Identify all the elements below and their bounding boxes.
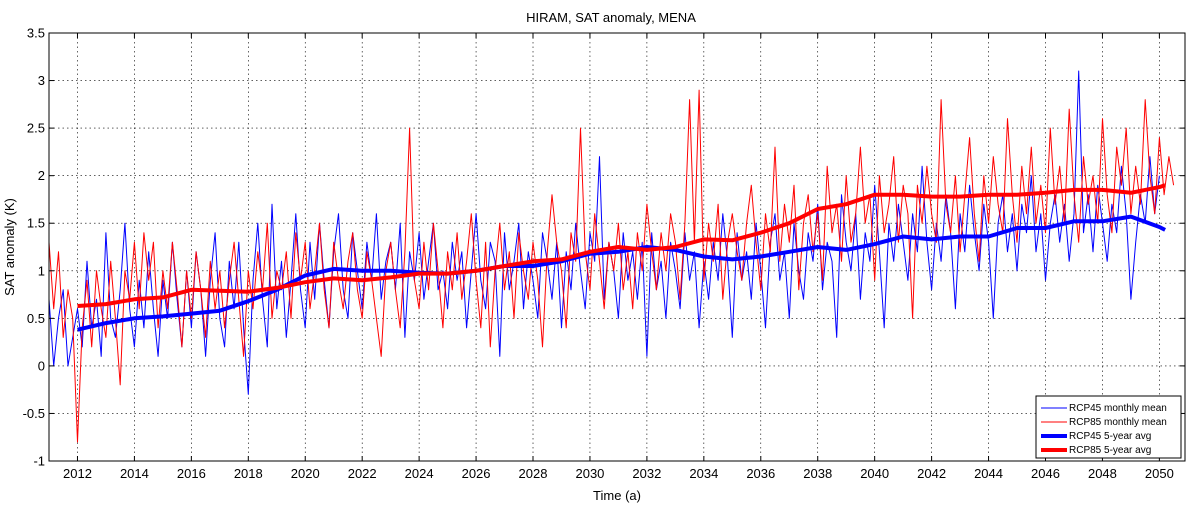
x-tick-label: 2024 [405,466,434,481]
x-tick-label: 2014 [120,466,149,481]
x-tick-label: 2028 [519,466,548,481]
plot-area: 2012 2014 2016 2018 2020 2022 2024 2026 2028 2030… [23,26,1186,481]
x-tick-label: 2022 [348,466,377,481]
x-tick-label: 2034 [689,466,718,481]
x-tick-label: 2042 [917,466,946,481]
x-tick-label: 2026 [462,466,491,481]
y-tick-label: 2 [38,168,45,183]
series-layer [49,70,1175,443]
x-tick-label: 2048 [1088,466,1117,481]
legend-label-rcp85-avg: RCP85 5-year avg [1069,445,1151,456]
x-tick-label: 2050 [1145,466,1174,481]
chart-title: HIRAM, SAT anomaly, MENA [526,10,696,25]
y-axis-label: SAT anomaly (K) [2,198,17,296]
legend-label-rcp45-avg: RCP45 5-year avg [1069,431,1151,442]
x-tick-label: 2012 [63,466,92,481]
x-axis-label: Time (a) [593,488,641,503]
y-tick-label: -0.5 [23,406,45,421]
rcp45-monthly-line [49,70,1160,395]
legend-label-rcp85-monthly: RCP85 monthly mean [1069,417,1167,428]
x-tick-label: 2044 [974,466,1003,481]
x-tick-label: 2018 [234,466,263,481]
x-tick-label: 2046 [1031,466,1060,481]
ticks: 2012 2014 2016 2018 2020 2022 2024 2026 2028 2030… [23,26,1185,481]
y-tick-label: 1.5 [27,216,45,231]
y-tick-label: 3 [38,73,45,88]
y-tick-label: -1 [33,454,45,469]
x-tick-label: 2038 [803,466,832,481]
x-tick-label: 2016 [177,466,206,481]
rcp85-monthly-line [49,89,1175,443]
y-tick-label: 3.5 [27,26,45,41]
x-tick-label: 2032 [632,466,661,481]
axes-frame [48,32,1186,462]
y-tick-label: 0 [38,358,45,373]
x-tick-label: 2036 [746,466,775,481]
y-tick-label: 1 [38,263,45,278]
x-tick-label: 2030 [575,466,604,481]
x-tick-label: 2020 [291,466,320,481]
rcp85-5yr-avg-line [77,183,1166,308]
legend-label-rcp45-monthly: RCP45 monthly mean [1069,403,1167,414]
y-tick-label: 0.5 [27,311,45,326]
legend: RCP45 monthly mean RCP85 monthly mean RC… [1035,395,1182,459]
legend-box [1035,395,1182,459]
y-tick-label: 2.5 [27,121,45,136]
x-tick-label: 2040 [860,466,889,481]
